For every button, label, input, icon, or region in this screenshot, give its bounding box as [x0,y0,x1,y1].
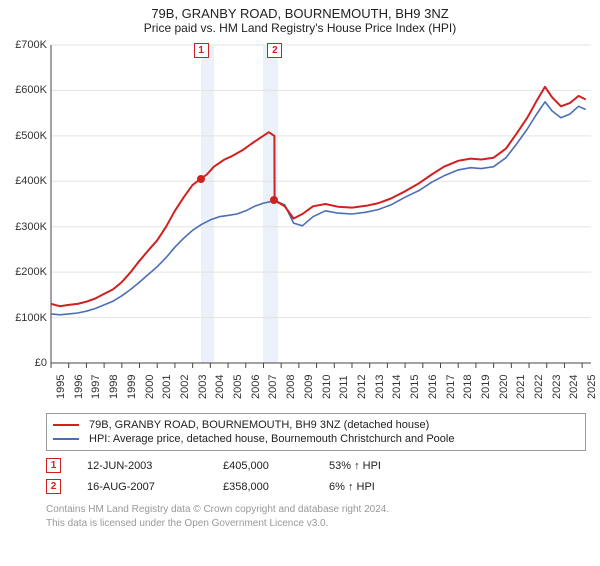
x-tick-label: 2019 [480,375,492,399]
event-date: 16-AUG-2007 [87,481,197,493]
plot-area: 12 [51,45,591,363]
y-tick-label: £300K [15,221,47,233]
event-marker-2: 2 [267,43,282,58]
x-tick-label: 2022 [533,375,545,399]
x-tick-label: 2001 [161,375,173,399]
x-tick-label: 2017 [445,375,457,399]
y-tick-label: £700K [15,39,47,51]
chart-title: 79B, GRANBY ROAD, BOURNEMOUTH, BH9 3NZ P… [0,6,600,35]
x-tick-label: 2013 [374,375,386,399]
x-tick-label: 1996 [73,375,85,399]
y-tick-label: £0 [35,357,47,369]
event-price: £358,000 [223,481,303,493]
series-property [51,87,586,306]
legend-swatch [53,438,79,440]
x-tick-label: 2000 [144,375,156,399]
events-list: 1 12-JUN-2003 £405,000 53% ↑ HPI 2 16-AUG-200… [46,455,586,497]
x-tick-label: 2003 [197,375,209,399]
x-tick-label: 2007 [267,375,279,399]
y-tick-label: £200K [15,266,47,278]
x-tick-label: 2008 [285,375,297,399]
legend-item: 79B, GRANBY ROAD, BOURNEMOUTH, BH9 3NZ (… [53,418,579,432]
x-tick-label: 2006 [250,375,262,399]
x-tick-label: 2010 [321,375,333,399]
x-tick-label: 2018 [462,375,474,399]
x-tick-label: 2009 [303,375,315,399]
legend-label: 79B, GRANBY ROAD, BOURNEMOUTH, BH9 3NZ (… [89,419,429,431]
x-tick-label: 2016 [427,375,439,399]
event-marker-1: 1 [194,43,209,58]
x-tick-label: 2014 [391,375,403,399]
chart-svg [51,45,591,363]
x-tick-label: 2004 [214,375,226,399]
legend-swatch [53,424,79,426]
event-row: 2 16-AUG-2007 £358,000 6% ↑ HPI [46,476,586,497]
event-pct: 53% ↑ HPI [329,460,419,472]
y-tick-label: £100K [15,312,47,324]
legend-item: HPI: Average price, detached house, Bour… [53,432,579,446]
x-tick-label: 1999 [126,375,138,399]
y-tick-label: £500K [15,130,47,142]
y-tick-label: £400K [15,175,47,187]
series-hpi [51,102,586,315]
x-tick-label: 2012 [356,375,368,399]
event-dot-2 [270,196,278,204]
x-tick-label: 2011 [338,375,350,399]
event-date: 12-JUN-2003 [87,460,197,472]
x-tick-label: 1997 [90,375,102,399]
event-pct: 6% ↑ HPI [329,481,419,493]
y-tick-label: £600K [15,84,47,96]
event-price: £405,000 [223,460,303,472]
footer-line-2: This data is licensed under the Open Gov… [46,517,586,531]
x-tick-label: 2025 [586,375,598,399]
x-tick-label: 2021 [515,375,527,399]
event-dot-1 [197,175,205,183]
chart-area: 12 £0£100K£200K£300K£400K£500K£600K£700K… [5,39,595,409]
event-index-box: 2 [46,479,61,494]
event-index-box: 1 [46,458,61,473]
x-tick-label: 2024 [568,375,580,399]
title-line-2: Price paid vs. HM Land Registry's House … [0,21,600,35]
x-tick-label: 2015 [409,375,421,399]
x-tick-label: 2005 [232,375,244,399]
legend-label: HPI: Average price, detached house, Bour… [89,433,454,445]
x-tick-label: 1998 [108,375,120,399]
title-line-1: 79B, GRANBY ROAD, BOURNEMOUTH, BH9 3NZ [0,6,600,21]
footer-note: Contains HM Land Registry data © Crown c… [46,503,586,530]
x-tick-label: 2020 [498,375,510,399]
x-tick-label: 2023 [551,375,563,399]
legend-box: 79B, GRANBY ROAD, BOURNEMOUTH, BH9 3NZ (… [46,413,586,451]
x-tick-label: 2002 [179,375,191,399]
x-tick-label: 1995 [55,375,67,399]
footer-line-1: Contains HM Land Registry data © Crown c… [46,503,586,517]
event-row: 1 12-JUN-2003 £405,000 53% ↑ HPI [46,455,586,476]
